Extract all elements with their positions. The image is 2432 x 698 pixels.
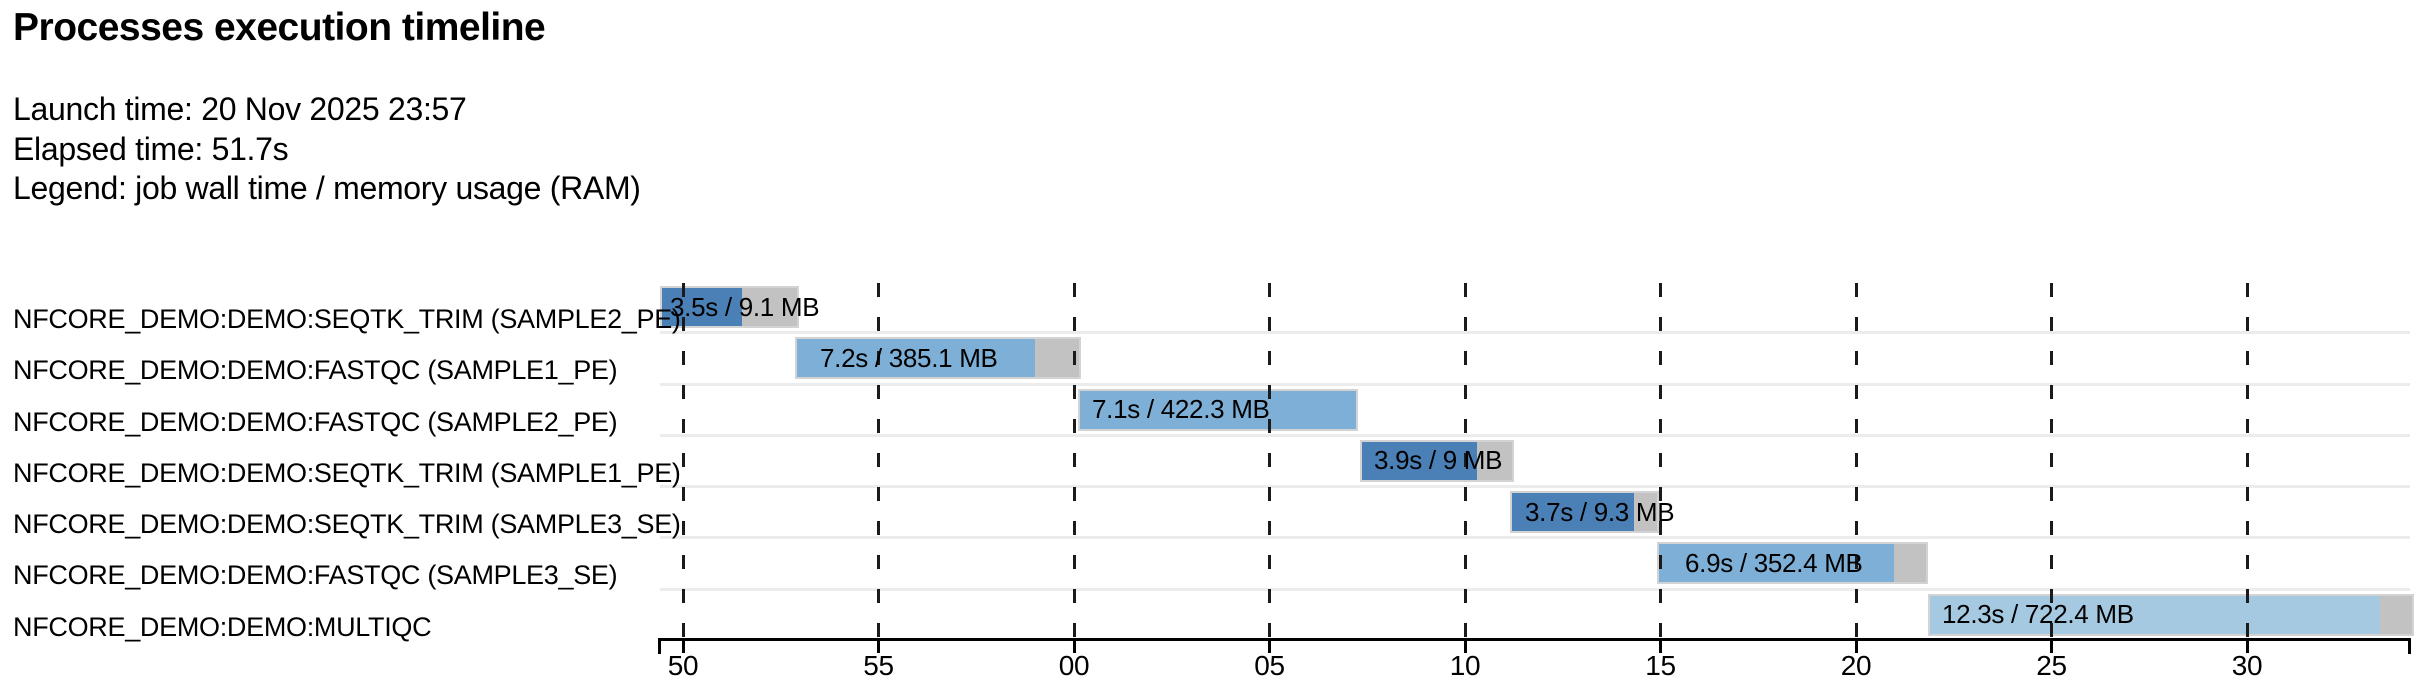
row-separator [660, 331, 2410, 335]
axis-tick-label: 00 [1058, 650, 1090, 681]
axis-tick-label: 25 [2036, 650, 2067, 681]
grid-line [1268, 283, 1271, 638]
timeline-bar [1928, 593, 2414, 636]
grid-line [1463, 283, 1467, 638]
grid-line [1854, 283, 1858, 638]
axis-tick [2050, 641, 2053, 653]
bar-runtime-segment [1080, 390, 1356, 429]
grid-line [2050, 283, 2053, 638]
grid-line [1072, 283, 1076, 638]
bar-runtime-segment [662, 288, 742, 326]
bar-runtime-segment [1512, 493, 1634, 532]
process-label: NFCORE_DEMO:DEMO:SEQTK_TRIM (SAMPLE1_PE) [13, 457, 681, 488]
bar-overhead-segment [1035, 339, 1079, 378]
run-info: Launch time: 20 Nov 2025 23:57 Elapsed t… [13, 90, 641, 209]
bar-label: 3.9s / 9 MB [1374, 445, 1503, 476]
axis-tick [1072, 641, 1076, 653]
axis-tick-label: 10 [1449, 650, 1481, 681]
bar-runtime-segment [797, 339, 1035, 378]
grid-line [2245, 283, 2249, 638]
process-label: NFCORE_DEMO:DEMO:SEQTK_TRIM (SAMPLE3_SE) [13, 509, 681, 540]
bar-runtime-segment [1362, 441, 1477, 480]
bar-label: 12.3s / 722.4 MB [1942, 599, 2134, 630]
x-axis-line [658, 638, 2411, 641]
bar-label: 3.5s / 9.1 MB [670, 291, 820, 322]
axis-tick-label: 20 [1840, 650, 1872, 681]
grid-line [1659, 283, 1662, 638]
timeline-bar [660, 286, 799, 328]
bar-overhead-segment [1894, 544, 1926, 583]
axis-tick-label: 05 [1254, 650, 1285, 681]
page-title: Processes execution timeline [13, 6, 546, 49]
axis-tick [1659, 641, 1662, 653]
x-axis-right-endcap [2408, 638, 2411, 654]
axis-tick [681, 641, 685, 653]
row-separator [660, 587, 2410, 591]
row-separator [660, 433, 2410, 437]
timeline-bar [1078, 388, 1358, 431]
bar-label: 7.2s / 385.1 MB [820, 342, 998, 373]
row-separator [660, 536, 2410, 540]
process-label: NFCORE_DEMO:DEMO:MULTIQC [13, 611, 432, 642]
axis-tick-label: 50 [667, 650, 699, 681]
process-label: NFCORE_DEMO:DEMO:FASTQC (SAMPLE3_SE) [13, 560, 618, 591]
bar-overhead-segment [742, 288, 797, 326]
row-separator [660, 382, 2410, 386]
process-label: NFCORE_DEMO:DEMO:FASTQC (SAMPLE1_PE) [13, 355, 618, 386]
axis-tick [2245, 641, 2249, 653]
bar-overhead-segment [1634, 493, 1657, 532]
axis-tick [877, 641, 880, 653]
bar-label: 6.9s / 352.4 MB [1685, 547, 1863, 578]
x-axis-left-endcap [658, 638, 661, 654]
bar-label: 3.7s / 9.3 MB [1525, 496, 1675, 527]
row-separator [660, 485, 2410, 489]
axis-tick-label: 30 [2231, 650, 2263, 681]
axis-tick [1854, 641, 1858, 653]
bar-label: 7.1s / 422.3 MB [1092, 394, 1270, 425]
grid-line [681, 283, 685, 638]
legend-note-text: Legend: job wall time / memory usage (RA… [13, 170, 641, 206]
timeline-bar [1360, 439, 1514, 482]
elapsed-time-text: Elapsed time: 51.7s [13, 130, 289, 167]
timeline-bar [795, 337, 1081, 380]
axis-tick-label: 15 [1645, 650, 1676, 681]
axis-tick [1268, 641, 1271, 653]
process-label: NFCORE_DEMO:DEMO:SEQTK_TRIM (SAMPLE2_PE) [13, 304, 681, 334]
grid-line [877, 283, 880, 638]
axis-tick-label: 55 [863, 650, 894, 681]
launch-time-text: Launch time: 20 Nov 2025 23:57 [13, 91, 467, 127]
bar-overhead-segment [2380, 595, 2412, 634]
process-label: NFCORE_DEMO:DEMO:FASTQC (SAMPLE2_PE) [13, 406, 618, 437]
axis-tick [1463, 641, 1467, 653]
timeline-bar [1510, 491, 1659, 534]
bar-overhead-segment [1477, 441, 1512, 480]
bar-runtime-segment [1930, 595, 2380, 634]
